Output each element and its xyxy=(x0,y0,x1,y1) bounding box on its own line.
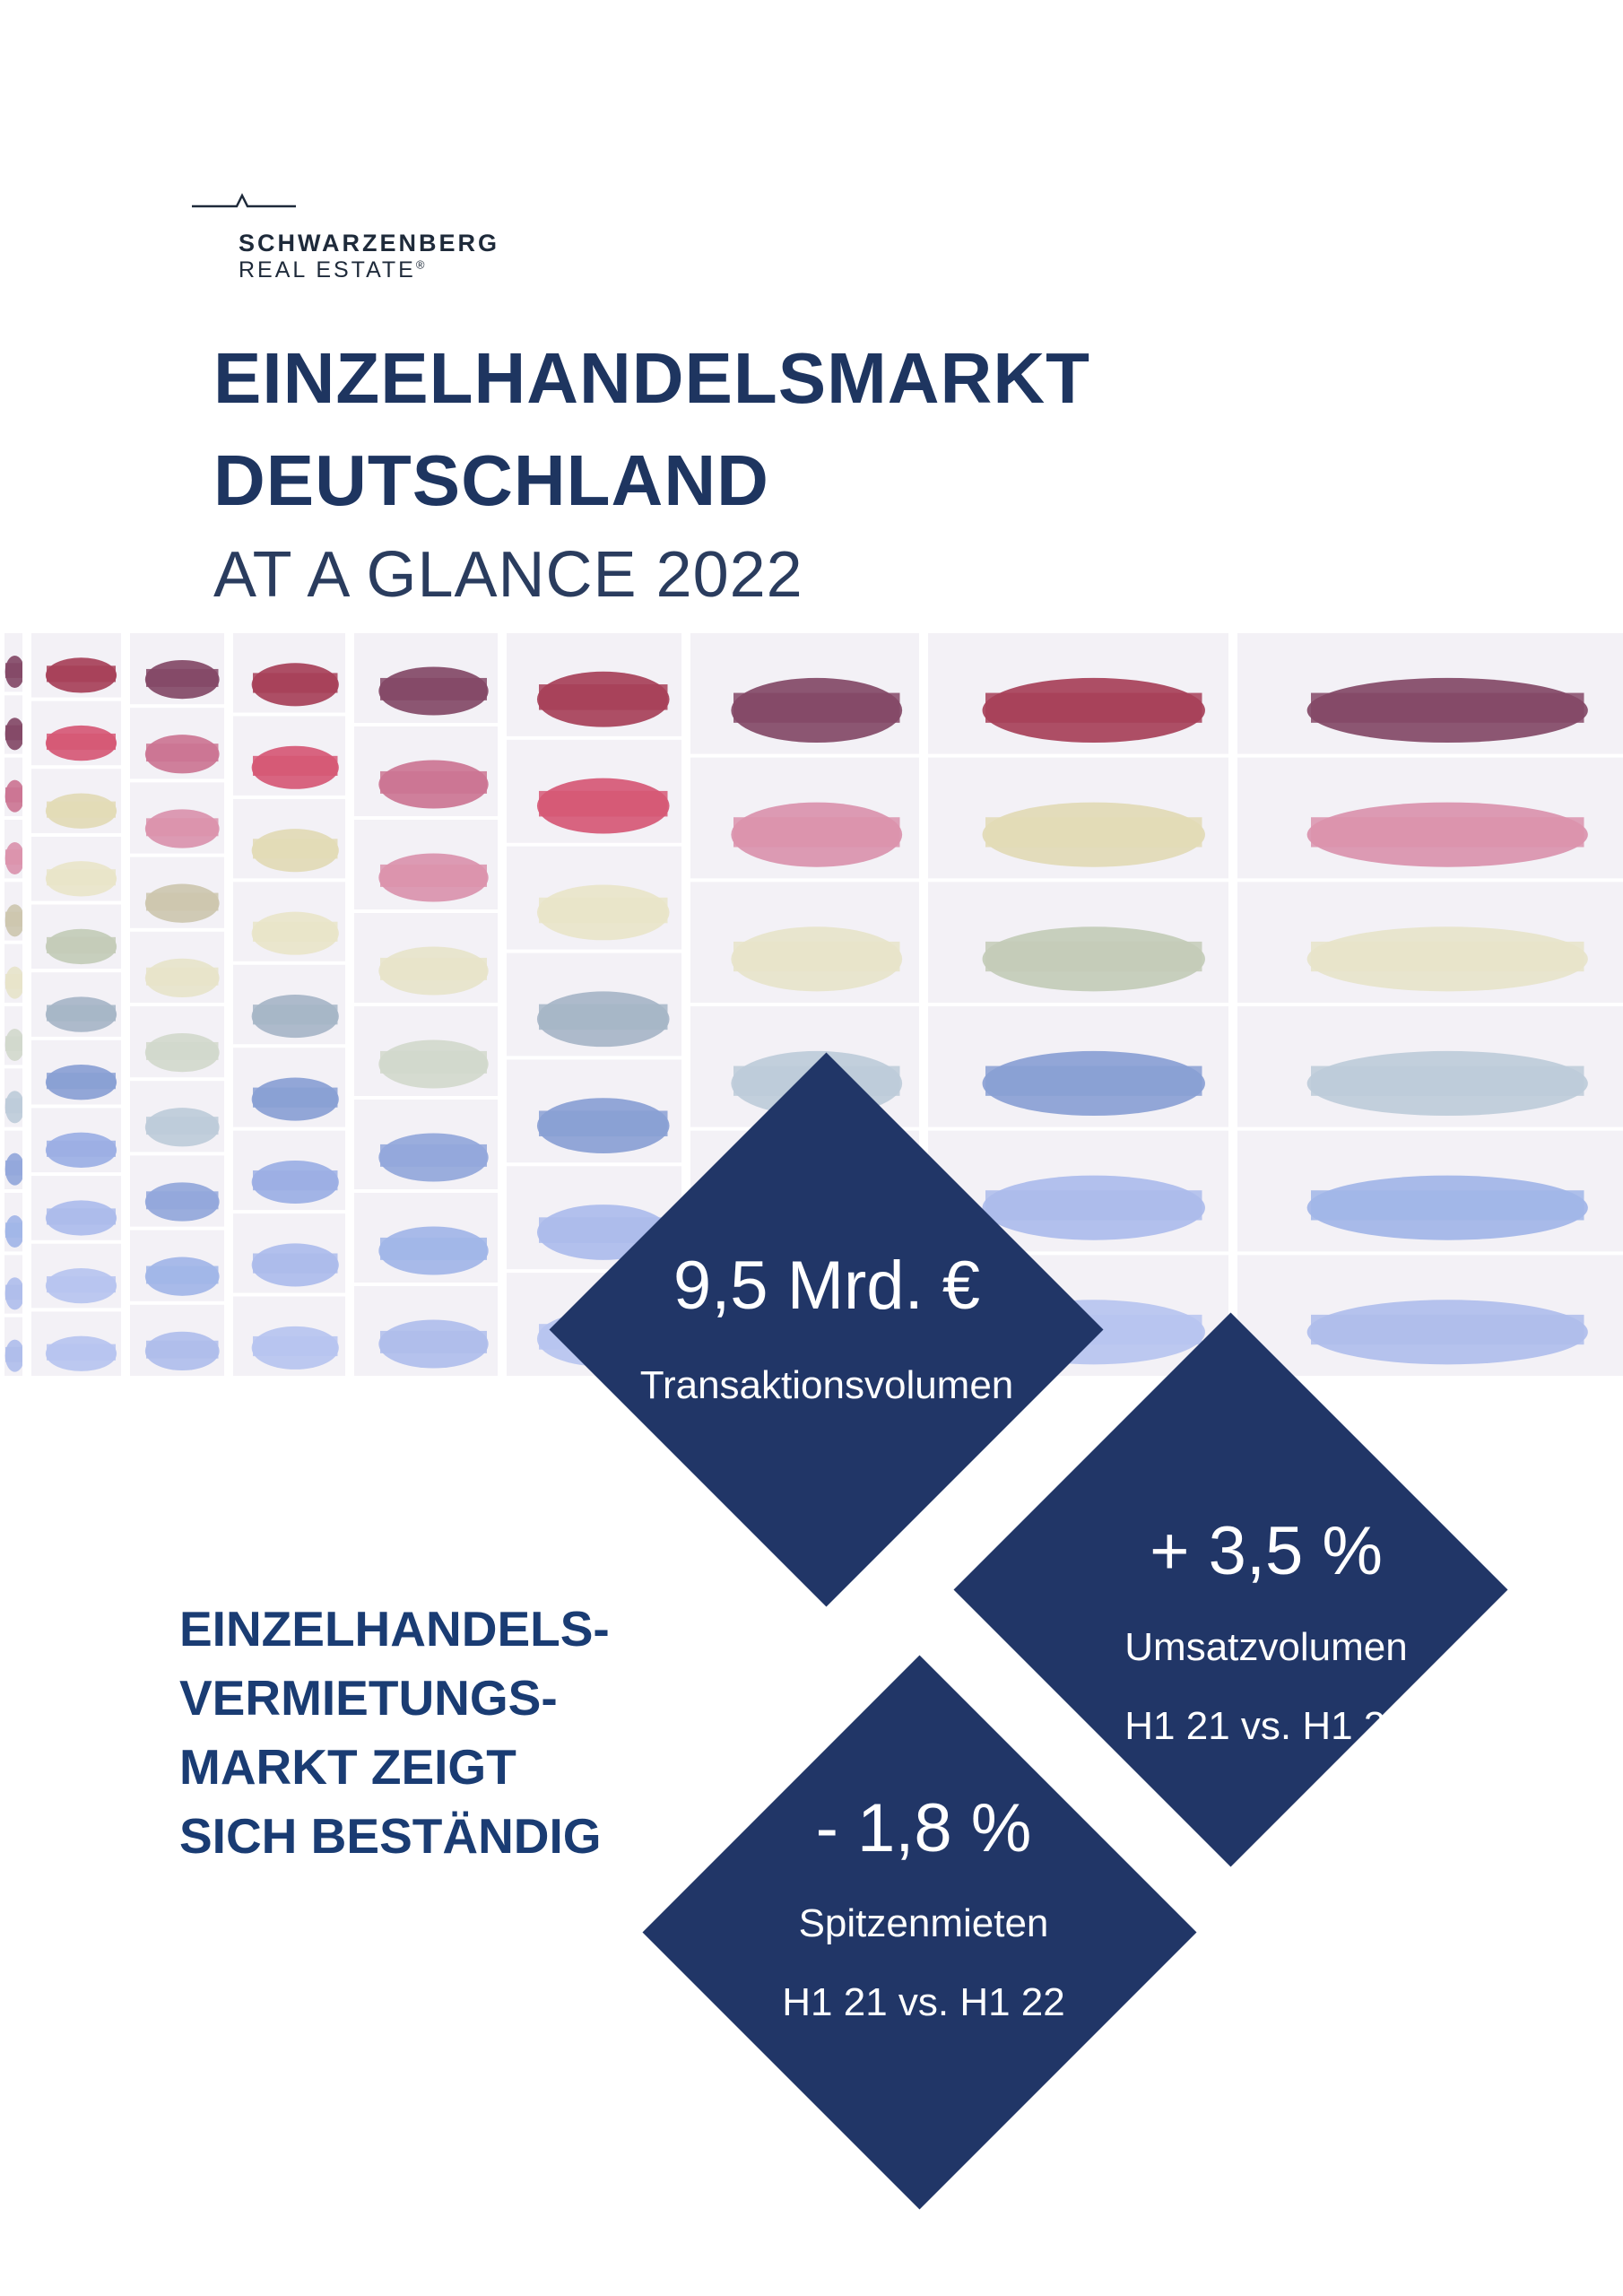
logo-subline: REAL ESTATE® xyxy=(239,257,428,283)
prime-rents-period: H1 21 vs. H1 22 xyxy=(782,1980,1065,2024)
sales-volume-value: + 3,5 % xyxy=(1150,1513,1383,1589)
skyline-logo-icon xyxy=(192,193,296,208)
sales-volume-period: H1 21 vs. H1 22 xyxy=(1124,1704,1408,1748)
side-headline-line-4: SICH BESTÄNDIG xyxy=(179,1808,602,1864)
title-line-1: EINZELHANDELSMARKT xyxy=(213,338,1090,418)
company-logo: SCHWARZENBERG REAL ESTATE® xyxy=(192,187,533,294)
page-title: EINZELHANDELSMARKT DEUTSCHLAND xyxy=(213,327,1090,532)
side-headline-line-3: MARKT ZEIGT xyxy=(179,1739,516,1795)
side-headline: EINZELHANDELS- VERMIETUNGS- MARKT ZEIGT … xyxy=(179,1595,610,1871)
page-subtitle: AT A GLANCE 2022 xyxy=(213,539,803,611)
transaction-volume-label: Transaktionsvolumen xyxy=(639,1363,1014,1407)
prime-rents-value: - 1,8 % xyxy=(815,1790,1032,1866)
sales-volume-label: Umsatzvolumen xyxy=(1124,1625,1408,1669)
side-headline-line-1: EINZELHANDELS- xyxy=(179,1601,610,1657)
transaction-volume-value: 9,5 Mrd. € xyxy=(673,1248,981,1324)
title-line-2: DEUTSCHLAND xyxy=(213,440,769,520)
prime-rents-label: Spitzenmieten xyxy=(798,1901,1049,1945)
logo-wordmark: SCHWARZENBERG xyxy=(239,230,500,257)
side-headline-line-2: VERMIETUNGS- xyxy=(179,1670,558,1726)
